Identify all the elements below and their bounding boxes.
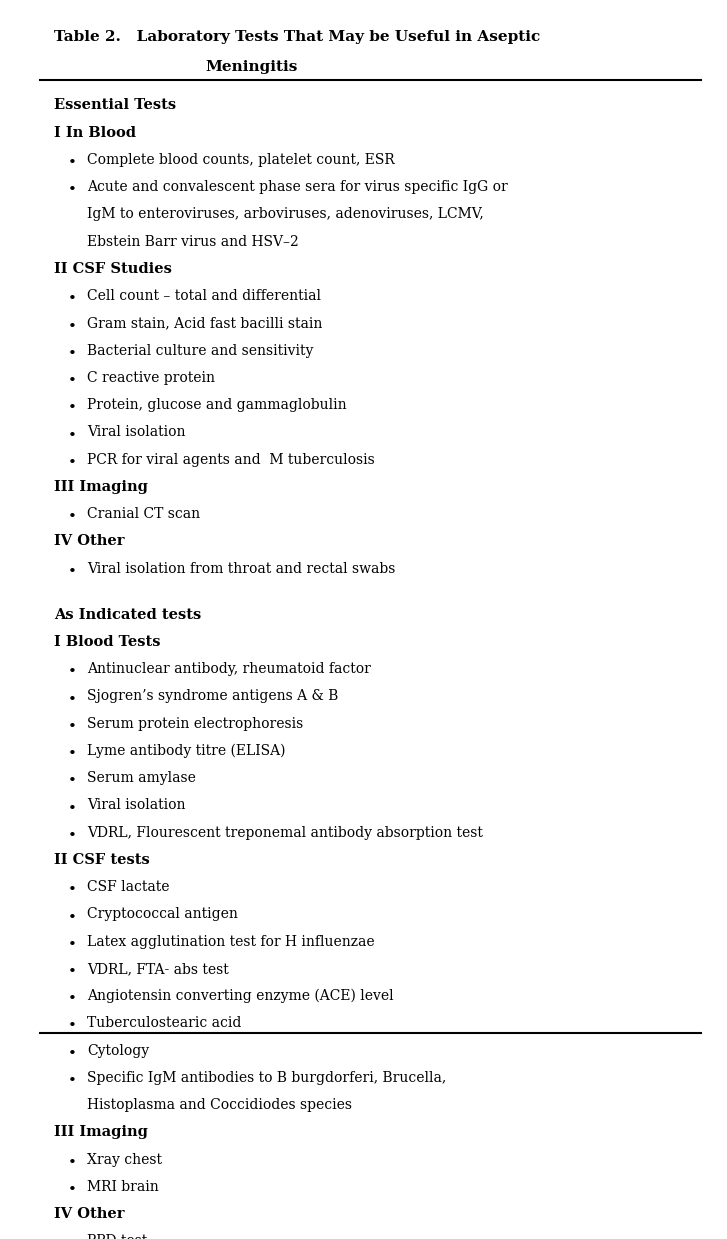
Text: •: • xyxy=(68,883,77,897)
Text: VDRL, FTA- abs test: VDRL, FTA- abs test xyxy=(87,961,228,976)
Text: •: • xyxy=(68,911,77,924)
Text: Complete blood counts, platelet count, ESR: Complete blood counts, platelet count, E… xyxy=(87,152,395,167)
Text: •: • xyxy=(68,156,77,170)
Text: I Blood Tests: I Blood Tests xyxy=(55,634,161,649)
Text: Antinuclear antibody, rheumatoid factor: Antinuclear antibody, rheumatoid factor xyxy=(87,662,371,676)
Text: •: • xyxy=(68,183,77,197)
Text: PPD test: PPD test xyxy=(87,1234,147,1239)
Text: MRI brain: MRI brain xyxy=(87,1180,158,1194)
Text: IgM to enteroviruses, arboviruses, adenoviruses, LCMV,: IgM to enteroviruses, arboviruses, adeno… xyxy=(87,207,483,222)
Text: •: • xyxy=(68,992,77,1006)
Text: IV Other: IV Other xyxy=(55,1207,125,1222)
Text: Viral isolation: Viral isolation xyxy=(87,798,185,813)
Text: Xray chest: Xray chest xyxy=(87,1152,162,1167)
Text: Gram stain, Acid fast bacilli stain: Gram stain, Acid fast bacilli stain xyxy=(87,316,322,331)
Text: Angiotensin converting enzyme (ACE) level: Angiotensin converting enzyme (ACE) leve… xyxy=(87,989,393,1004)
Text: Sjogren’s syndrome antigens A & B: Sjogren’s syndrome antigens A & B xyxy=(87,689,338,704)
Text: Histoplasma and Coccidiodes species: Histoplasma and Coccidiodes species xyxy=(87,1098,352,1113)
Text: Serum amylase: Serum amylase xyxy=(87,771,196,786)
Text: II CSF tests: II CSF tests xyxy=(55,852,150,867)
Text: Cell count – total and differential: Cell count – total and differential xyxy=(87,289,321,304)
Text: CSF lactate: CSF lactate xyxy=(87,880,169,895)
Text: •: • xyxy=(68,938,77,952)
Text: Meningitis: Meningitis xyxy=(206,59,298,73)
Text: Cryptococcal antigen: Cryptococcal antigen xyxy=(87,907,238,922)
Text: •: • xyxy=(68,429,77,442)
Text: •: • xyxy=(68,565,77,579)
Text: •: • xyxy=(68,774,77,788)
Text: Viral isolation: Viral isolation xyxy=(87,425,185,440)
Text: III Imaging: III Imaging xyxy=(55,1125,148,1140)
Text: •: • xyxy=(68,320,77,333)
Text: •: • xyxy=(68,965,77,979)
Text: •: • xyxy=(68,1156,77,1170)
Text: Cytology: Cytology xyxy=(87,1043,149,1058)
Text: •: • xyxy=(68,292,77,306)
Text: •: • xyxy=(68,720,77,733)
Text: IV Other: IV Other xyxy=(55,534,125,549)
Text: I In Blood: I In Blood xyxy=(55,125,137,140)
Text: As Indicated tests: As Indicated tests xyxy=(55,607,201,622)
Text: •: • xyxy=(68,665,77,679)
Text: •: • xyxy=(68,829,77,843)
Text: •: • xyxy=(68,510,77,524)
Text: II CSF Studies: II CSF Studies xyxy=(55,261,172,276)
Text: •: • xyxy=(68,374,77,388)
Text: •: • xyxy=(68,401,77,415)
Text: Cranial CT scan: Cranial CT scan xyxy=(87,507,200,522)
Text: Bacterial culture and sensitivity: Bacterial culture and sensitivity xyxy=(87,343,313,358)
Text: VDRL, Flourescent treponemal antibody absorption test: VDRL, Flourescent treponemal antibody ab… xyxy=(87,825,483,840)
Text: Ebstein Barr virus and HSV–2: Ebstein Barr virus and HSV–2 xyxy=(87,234,299,249)
Text: •: • xyxy=(68,347,77,361)
Text: Table 2.   Laboratory Tests That May be Useful in Aseptic: Table 2. Laboratory Tests That May be Us… xyxy=(55,31,541,45)
Text: Lyme antibody titre (ELISA): Lyme antibody titre (ELISA) xyxy=(87,743,285,758)
Text: C reactive protein: C reactive protein xyxy=(87,370,214,385)
Text: III Imaging: III Imaging xyxy=(55,479,148,494)
Text: •: • xyxy=(68,1047,77,1061)
Text: •: • xyxy=(68,1238,77,1239)
Text: •: • xyxy=(68,747,77,761)
Text: Latex agglutination test for H influenzae: Latex agglutination test for H influenza… xyxy=(87,934,374,949)
Text: •: • xyxy=(68,456,77,470)
Text: Tuberculostearic acid: Tuberculostearic acid xyxy=(87,1016,241,1031)
Text: Acute and convalescent phase sera for virus specific IgG or: Acute and convalescent phase sera for vi… xyxy=(87,180,507,195)
Text: Viral isolation from throat and rectal swabs: Viral isolation from throat and rectal s… xyxy=(87,561,395,576)
Text: •: • xyxy=(68,802,77,815)
Text: •: • xyxy=(68,1183,77,1197)
Text: Protein, glucose and gammaglobulin: Protein, glucose and gammaglobulin xyxy=(87,398,347,413)
Text: •: • xyxy=(68,693,77,706)
Text: Specific IgM antibodies to B burgdorferi, Brucella,: Specific IgM antibodies to B burgdorferi… xyxy=(87,1070,446,1085)
Text: Serum protein electrophoresis: Serum protein electrophoresis xyxy=(87,716,303,731)
Text: Essential Tests: Essential Tests xyxy=(55,98,177,113)
Text: •: • xyxy=(68,1020,77,1033)
Text: PCR for viral agents and  M tuberculosis: PCR for viral agents and M tuberculosis xyxy=(87,452,374,467)
Text: •: • xyxy=(68,1074,77,1088)
